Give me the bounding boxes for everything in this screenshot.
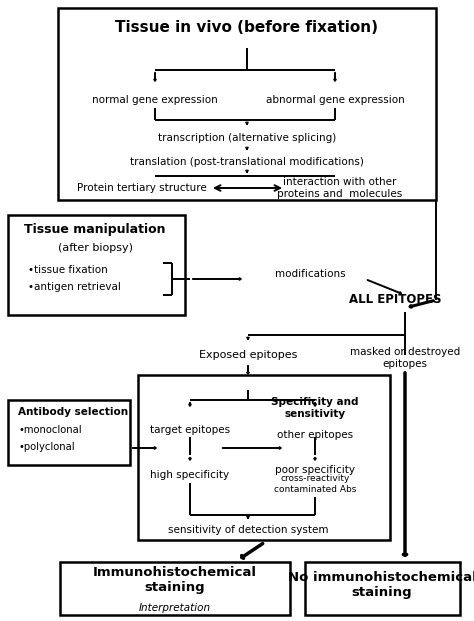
Bar xyxy=(60,562,290,615)
Text: (after biopsy): (after biopsy) xyxy=(57,243,133,253)
Text: Interpretation: Interpretation xyxy=(139,603,211,613)
Bar xyxy=(8,215,185,315)
Bar xyxy=(8,400,130,465)
Text: Antibody selection: Antibody selection xyxy=(18,407,128,417)
Text: normal gene expression: normal gene expression xyxy=(92,95,218,105)
Text: modifications: modifications xyxy=(275,269,346,279)
Text: Immunohistochemical
staining: Immunohistochemical staining xyxy=(93,566,257,594)
Text: abnormal gene expression: abnormal gene expression xyxy=(265,95,404,105)
Text: other epitopes: other epitopes xyxy=(277,430,353,440)
Text: high specificity: high specificity xyxy=(150,470,229,480)
Text: cross-reactivity
contaminated Abs: cross-reactivity contaminated Abs xyxy=(274,474,356,494)
Text: Protein tertiary structure: Protein tertiary structure xyxy=(77,183,207,193)
Text: target epitopes: target epitopes xyxy=(150,425,230,435)
Bar xyxy=(138,375,390,540)
Text: •antigen retrieval: •antigen retrieval xyxy=(28,282,121,292)
Text: sensitivity of detection system: sensitivity of detection system xyxy=(168,525,328,535)
Text: masked or destroyed
epitopes: masked or destroyed epitopes xyxy=(350,347,460,369)
Text: Specificity and
sensitivity: Specificity and sensitivity xyxy=(271,397,359,419)
Text: •monoclonal: •monoclonal xyxy=(18,425,82,435)
Text: translation (post-translational modifications): translation (post-translational modifica… xyxy=(130,157,364,167)
Text: interaction with other
proteins and  molecules: interaction with other proteins and mole… xyxy=(277,177,402,199)
Text: ALL EPITOPES: ALL EPITOPES xyxy=(349,294,441,307)
Text: Tissue in vivo (before fixation): Tissue in vivo (before fixation) xyxy=(116,20,379,35)
Text: transcription (alternative splicing): transcription (alternative splicing) xyxy=(158,133,336,143)
Text: No immunohistochemical
staining: No immunohistochemical staining xyxy=(288,571,474,599)
Text: Exposed epitopes: Exposed epitopes xyxy=(199,350,297,360)
Text: •tissue fixation: •tissue fixation xyxy=(28,265,108,275)
Text: Tissue manipulation: Tissue manipulation xyxy=(24,224,166,237)
Text: poor specificity: poor specificity xyxy=(275,465,355,475)
Text: •polyclonal: •polyclonal xyxy=(18,442,74,452)
Bar xyxy=(58,8,436,200)
Bar xyxy=(305,562,460,615)
